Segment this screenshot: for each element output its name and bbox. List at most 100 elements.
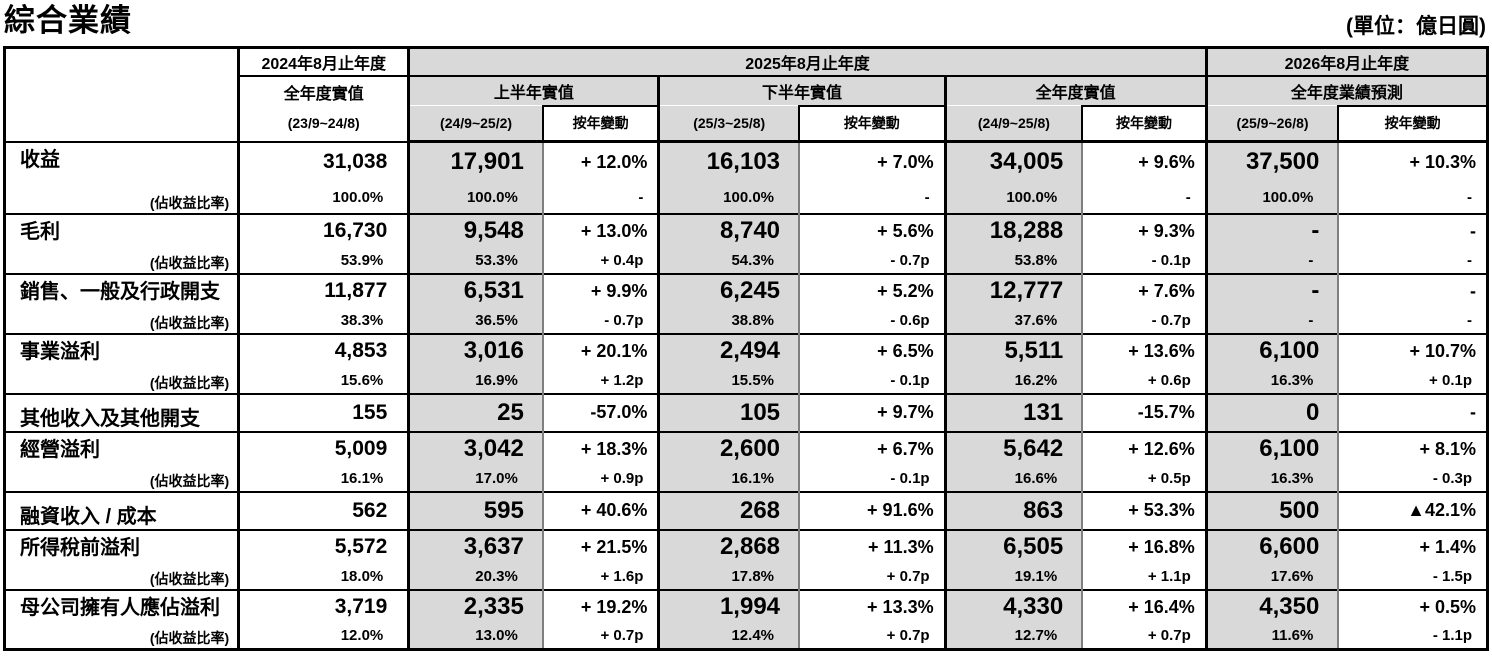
value-cell: 3,719: [237, 588, 409, 624]
metric-name: 融資收入 / 成本: [20, 505, 157, 528]
yoy-cell: + 53.3%: [1081, 490, 1207, 530]
ratio-cell: 15.5%: [657, 367, 800, 394]
yoy-cell: + 91.6%: [798, 490, 946, 530]
value-cell: 5,511: [943, 332, 1083, 368]
yoy-cell: -: [1337, 272, 1488, 308]
ratio-cell: 18.0%: [237, 563, 409, 590]
ratio-yoy-cell: + 1.2p: [541, 367, 659, 394]
row-label: 事業溢利 (佔收益比率): [4, 332, 239, 394]
metric-name: 收益: [20, 148, 60, 171]
yoy-cell: + 16.8%: [1081, 528, 1207, 564]
header-h2-yoy: 按年變動: [798, 104, 947, 143]
ratio-cell: 11.6%: [1204, 623, 1339, 650]
ratio-label: (佔收益比率): [149, 570, 230, 587]
value-cell: 4,350: [1204, 588, 1339, 624]
yoy-cell: + 10.7%: [1337, 332, 1488, 368]
yoy-cell: + 9.7%: [798, 392, 946, 432]
title-bar: 綜合業績 (單位：億日圓): [0, 0, 1492, 46]
row-label: 所得稅前溢利 (佔收益比率): [4, 528, 239, 590]
ratio-label: (佔收益比率): [149, 194, 230, 211]
value-cell: 595: [407, 490, 543, 530]
ratio-cell: 16.2%: [943, 367, 1083, 394]
value-cell: 131: [943, 392, 1083, 432]
yoy-cell: -15.7%: [1081, 392, 1207, 432]
results-table: 2024年8月止年度 2025年8月止年度 2026年8月止年度 全年度實值 (…: [3, 46, 1489, 651]
value-cell: 17,901: [407, 140, 543, 182]
ratio-label: (佔收益比率): [149, 314, 230, 331]
value-cell: 34,005: [943, 140, 1083, 182]
value-cell: 2,600: [657, 430, 800, 466]
ratio-yoy-cell: + 0.7p: [541, 623, 659, 650]
value-cell: 9,548: [407, 212, 543, 248]
header-h1-period: (24/9~25/2): [407, 105, 543, 143]
header-year-2024: 2024年8月止年度: [237, 47, 409, 77]
header-year-2025: 2025年8月止年度: [407, 47, 1207, 77]
yoy-cell: + 13.0%: [541, 212, 659, 248]
ratio-cell: 37.6%: [943, 307, 1083, 334]
value-cell: 6,531: [407, 272, 543, 308]
header-2024-label: 全年度實值: [283, 86, 364, 103]
value-cell: 3,016: [407, 332, 543, 368]
value-cell: 268: [657, 490, 800, 530]
header-2024-period: (23/9~24/8): [287, 115, 360, 132]
header-h1-label: 上半年實值: [407, 75, 659, 106]
value-cell: 2,868: [657, 528, 800, 564]
yoy-cell: ▲42.1%: [1337, 490, 1488, 530]
ratio-yoy-cell: - 0.6p: [798, 307, 946, 334]
ratio-cell: 100.0%: [407, 181, 543, 214]
metric-name: 所得稅前溢利: [20, 536, 140, 559]
header-fy-label: 全年度實值: [943, 75, 1207, 106]
value-cell: 6,600: [1204, 528, 1339, 564]
value-cell: 8,740: [657, 212, 800, 248]
value-cell: 1,994: [657, 588, 800, 624]
header-2026-period: (25/9~26/8): [1204, 105, 1339, 143]
ratio-yoy-cell: - 0.7p: [798, 247, 946, 274]
value-cell: 12,777: [943, 272, 1083, 308]
ratio-label: (佔收益比率): [149, 254, 230, 271]
yoy-cell: + 9.9%: [541, 272, 659, 308]
yoy-cell: -57.0%: [541, 392, 659, 432]
ratio-cell: 16.3%: [1204, 465, 1339, 492]
ratio-cell: 20.3%: [407, 563, 543, 590]
header-fy-period: (24/9~25/8): [943, 105, 1083, 143]
ratio-yoy-cell: -: [1337, 181, 1488, 214]
value-cell: 4,853: [237, 332, 409, 368]
header-2026-label: 全年度業績預測: [1204, 75, 1488, 106]
ratio-cell: 13.0%: [407, 623, 543, 650]
row-label: 經營溢利 (佔收益比率): [4, 430, 239, 492]
ratio-label: (佔收益比率): [149, 472, 230, 489]
value-cell: 4,330: [943, 588, 1083, 624]
ratio-yoy-cell: - 0.7p: [541, 307, 659, 334]
metric-name: 母公司擁有人應佔溢利: [20, 596, 220, 619]
value-cell: 37,500: [1204, 140, 1339, 182]
ratio-cell: 12.0%: [237, 623, 409, 650]
yoy-cell: + 1.4%: [1337, 528, 1488, 564]
yoy-cell: + 8.1%: [1337, 430, 1488, 466]
ratio-cell: 36.5%: [407, 307, 543, 334]
ratio-cell: 53.8%: [943, 247, 1083, 274]
yoy-cell: + 9.6%: [1081, 140, 1207, 182]
ratio-yoy-cell: + 0.4p: [541, 247, 659, 274]
ratio-yoy-cell: + 0.9p: [541, 465, 659, 492]
ratio-cell: 100.0%: [943, 181, 1083, 214]
value-cell: 5,572: [237, 528, 409, 564]
value-cell: 18,288: [943, 212, 1083, 248]
metric-name: 銷售、一般及行政開支: [20, 280, 220, 303]
value-cell: 16,103: [657, 140, 800, 182]
value-cell: 5,642: [943, 430, 1083, 466]
yoy-cell: + 21.5%: [541, 528, 659, 564]
yoy-cell: + 5.2%: [798, 272, 946, 308]
yoy-cell: + 16.4%: [1081, 588, 1207, 624]
header-h2-period: (25/3~25/8): [657, 105, 800, 143]
ratio-yoy-cell: -: [541, 181, 659, 214]
header-fy-yoy: 按年變動: [1081, 104, 1208, 143]
yoy-cell: + 11.3%: [798, 528, 946, 564]
yoy-cell: + 20.1%: [541, 332, 659, 368]
ratio-yoy-cell: -: [1337, 247, 1488, 274]
value-cell: 500: [1204, 490, 1339, 530]
row-label: 銷售、一般及行政開支 (佔收益比率): [4, 272, 239, 334]
value-cell: 31,038: [237, 140, 409, 182]
ratio-cell: 17.8%: [657, 563, 800, 590]
value-cell: -: [1204, 272, 1339, 308]
metric-name: 毛利: [20, 220, 60, 243]
